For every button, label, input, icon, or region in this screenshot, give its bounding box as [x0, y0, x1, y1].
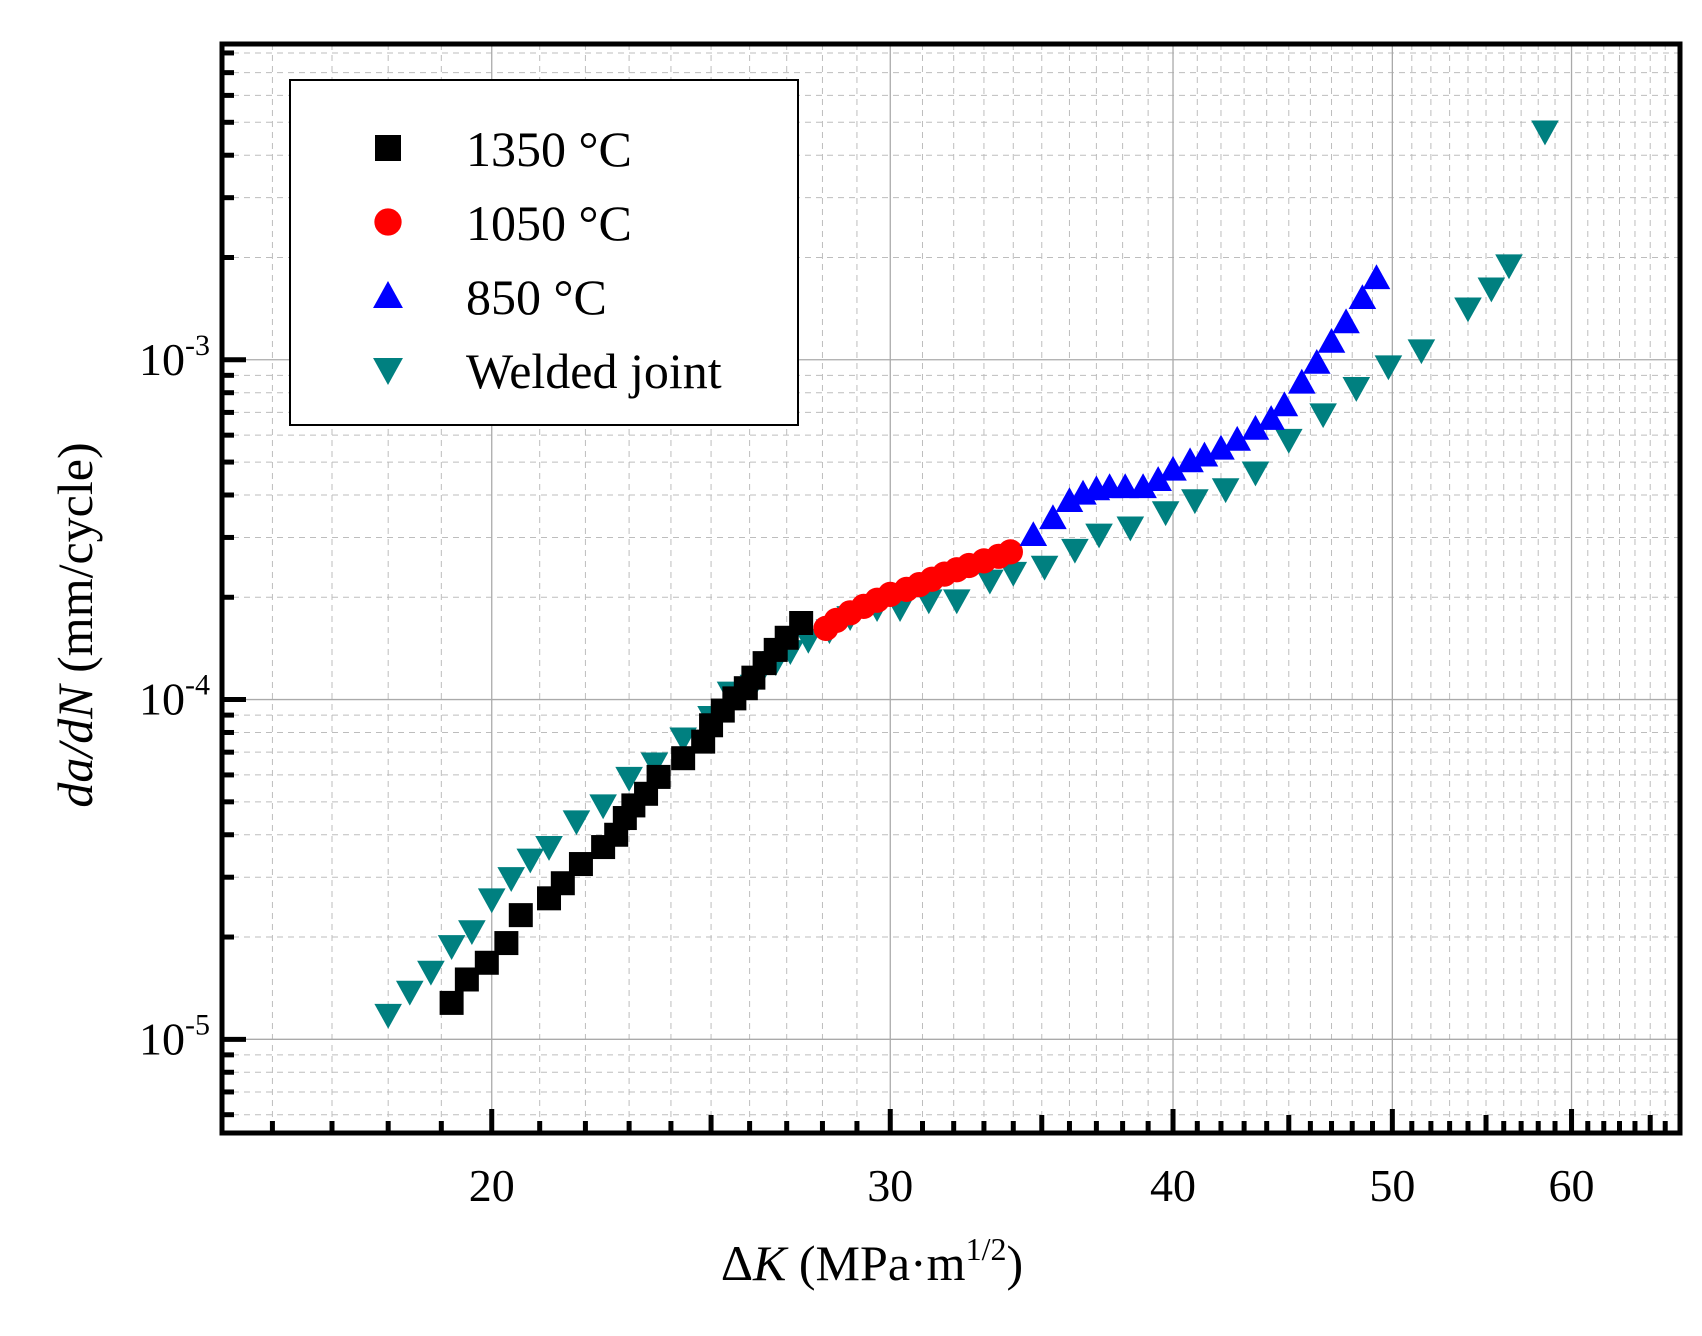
data-point [535, 836, 563, 861]
y-label-var1: da [47, 758, 103, 808]
data-point [417, 960, 445, 986]
data-point [516, 848, 545, 874]
data-point [789, 610, 814, 635]
data-point [669, 727, 697, 753]
legend-label: Welded joint [466, 343, 722, 399]
plot-frame [219, 41, 1683, 1136]
data-point [1111, 473, 1139, 499]
y-tick-label: 10-4 [139, 669, 210, 725]
data-point [1159, 455, 1187, 481]
y-tick-label: 10-5 [139, 1008, 210, 1064]
y-label-unit: (mm/cycle) [47, 442, 103, 685]
data-point [1270, 391, 1299, 417]
data-point [1241, 461, 1270, 487]
data-point [1362, 264, 1391, 290]
x-tick-label: 60 [1549, 1160, 1595, 1211]
data-point [1223, 425, 1252, 451]
legend-label: 850 °C [466, 269, 607, 325]
data-point [1116, 516, 1145, 542]
x-tick-label: 50 [1369, 1160, 1415, 1211]
y-axis-label: da/dN (mm/cycle) [47, 442, 103, 807]
data-point [1190, 441, 1219, 467]
data-point [374, 1003, 402, 1029]
data-point [1019, 521, 1048, 547]
legend-box [289, 79, 799, 426]
data-point [1085, 523, 1113, 549]
legend-marker [374, 208, 402, 236]
data-point [1302, 348, 1331, 374]
axis-ticks [222, 50, 1668, 1133]
legend: 1350 °C 1050 °C 850 °C Welded joint [289, 79, 799, 426]
x-tick-label: 20 [469, 1160, 515, 1211]
legend-marker [375, 135, 401, 161]
data-point [1207, 434, 1235, 460]
x-label-delta: Δ [721, 1235, 753, 1291]
data-point [1317, 327, 1346, 353]
data-point [439, 990, 464, 1015]
data-point [999, 561, 1028, 587]
x-tick-label: 40 [1150, 1160, 1196, 1211]
data-point [794, 628, 823, 654]
data-point [1257, 405, 1285, 430]
legend-marker [373, 281, 403, 308]
data-point [1055, 487, 1084, 513]
data-point [1309, 403, 1337, 429]
data-point [1039, 504, 1067, 530]
legend-marker [373, 358, 403, 385]
data-point [477, 888, 506, 914]
data-point [589, 794, 617, 820]
data-point [562, 810, 591, 836]
data-point [1342, 376, 1371, 402]
data-point [976, 569, 1004, 595]
series-1350-c [439, 610, 814, 1015]
data-point [1129, 473, 1157, 499]
x-label-close: ) [1006, 1235, 1023, 1291]
data-point [1181, 489, 1209, 515]
legend-label: 1350 °C [466, 121, 632, 177]
data-point [1061, 538, 1089, 564]
data-point [646, 764, 671, 789]
data-point [615, 766, 643, 792]
data-point [1151, 501, 1180, 527]
data-point [497, 867, 526, 892]
y-tick-label: 10-3 [139, 329, 210, 385]
data-point [1211, 478, 1240, 504]
data-point [1531, 120, 1559, 146]
data-point [1407, 339, 1436, 365]
y-label-var2: dN [47, 683, 103, 744]
x-label-exp: 1/2 [966, 1231, 1007, 1267]
data-point [568, 852, 593, 877]
data-point [671, 746, 696, 771]
data-point [1144, 466, 1172, 491]
data-point [1495, 254, 1523, 280]
data-point [1030, 555, 1059, 581]
data-point [494, 931, 519, 956]
y-label-slash: / [47, 740, 103, 761]
data-point [997, 539, 1023, 565]
data-points [374, 120, 1559, 1029]
data-point [1241, 414, 1270, 440]
series-1050-c [813, 539, 1023, 641]
legend-label: 1050 °C [466, 195, 632, 251]
data-point [437, 935, 466, 960]
data-point [458, 920, 486, 946]
x-label-var: K [752, 1235, 789, 1291]
x-axis-label: ΔK (MPa·m1/2) [721, 1231, 1023, 1291]
data-point [1274, 428, 1303, 454]
tick-labels: 20 30 40 50 60 10-5 10-4 10-3 [139, 329, 1595, 1211]
series-850-c [1019, 264, 1391, 547]
data-point [1374, 355, 1403, 381]
data-point [1454, 297, 1482, 323]
data-point [942, 589, 971, 615]
x-tick-label: 30 [867, 1160, 913, 1211]
data-point [395, 980, 424, 1006]
x-label-unit: (MPa·m [786, 1235, 965, 1291]
data-point [508, 903, 533, 928]
data-point [1477, 277, 1506, 303]
data-point [1332, 308, 1360, 334]
data-point [1288, 368, 1316, 394]
data-point [1348, 284, 1377, 310]
